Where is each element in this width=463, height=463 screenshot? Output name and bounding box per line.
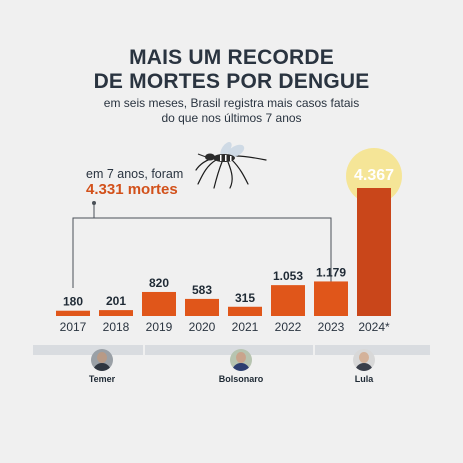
data-label: 180 — [63, 295, 83, 309]
president-temer: Temer — [67, 349, 137, 384]
data-label: 1.179 — [316, 265, 346, 279]
president-bolsonaro: Bolsonaro — [206, 349, 276, 384]
president-name: Temer — [88, 374, 116, 384]
bolsonaro-avatar — [230, 349, 252, 371]
bar-2018 — [99, 310, 133, 316]
bar-2021 — [228, 306, 262, 316]
lula-avatar — [353, 349, 375, 371]
x-tick-label: 2019 — [146, 320, 173, 334]
total-bracket — [72, 201, 332, 288]
subtitle-line-2: do que nos últimos 7 anos — [161, 111, 302, 125]
chart-title: MAIS UM RECORDE DE MORTES POR DENGUE — [0, 46, 463, 94]
timeline-divider-2 — [313, 345, 315, 355]
x-tick-label: 2020 — [189, 320, 216, 334]
x-tick-label: 2021 — [232, 320, 259, 334]
data-label: 1.053 — [273, 269, 303, 283]
x-tick-label: 2018 — [103, 320, 130, 334]
bar-2020 — [185, 298, 219, 316]
bar-2024* — [357, 188, 391, 316]
data-label: 820 — [149, 276, 169, 290]
x-tick-label: 2023 — [318, 320, 345, 334]
president-lula: Lula — [329, 349, 399, 384]
subtitle-line-1: em seis meses, Brasil registra mais caso… — [103, 96, 360, 110]
timeline-divider-1 — [143, 345, 145, 355]
callout-text: em 7 anos, foram — [86, 167, 184, 181]
mosquito-icon — [195, 142, 267, 189]
presidency-timeline — [33, 345, 430, 355]
x-tick-label: 2024* — [358, 320, 390, 334]
title-line-1: MAIS UM RECORDE — [129, 46, 334, 69]
data-label: 315 — [235, 291, 255, 305]
bar-2019 — [142, 291, 176, 316]
data-label: 583 — [192, 283, 212, 297]
bar-2017 — [56, 310, 90, 316]
president-name: Lula — [354, 374, 374, 384]
callout-total: 4.331 mortes — [86, 181, 178, 198]
president-name: Bolsonaro — [218, 374, 264, 384]
x-tick-label: 2022 — [275, 320, 302, 334]
data-label: 4.367 — [354, 167, 394, 184]
bars-group: 180 2017 201 2018 820 2019 583 2020 315 2021 1.053… — [56, 148, 402, 334]
total-callout: em 7 anos, foram 4.331 mortes — [86, 166, 183, 198]
data-label: 201 — [106, 294, 126, 308]
bar-2023 — [314, 281, 348, 316]
temer-avatar — [91, 349, 113, 371]
title-line-2: DE MORTES POR DENGUE — [93, 70, 370, 93]
chart-subtitle: em seis meses, Brasil registra mais caso… — [0, 96, 463, 126]
x-tick-label: 2017 — [60, 320, 87, 334]
bar-2022 — [271, 285, 305, 316]
